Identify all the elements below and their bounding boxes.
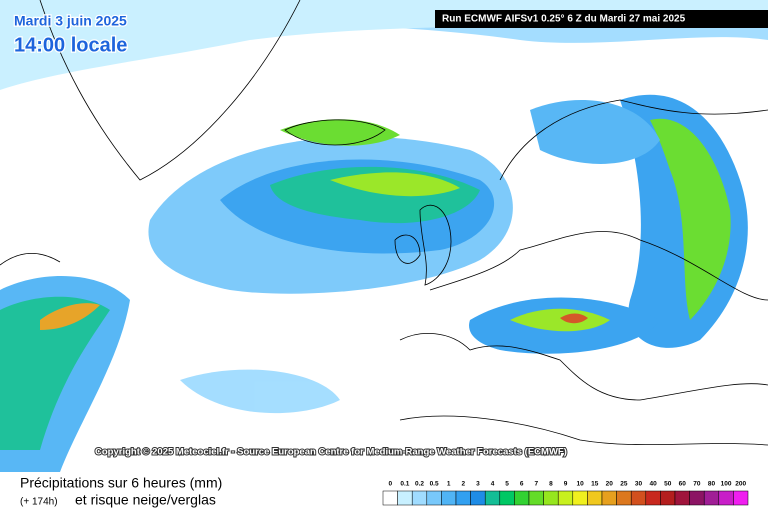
date-label: Mardi 3 juin 2025 (14, 13, 127, 29)
scale-swatch (484, 490, 501, 506)
time-label: 14:00 locale (14, 34, 127, 56)
scale-label: 2 (461, 481, 465, 488)
scale-label: 60 (679, 481, 687, 488)
scale-label: 80 (708, 481, 716, 488)
scale-swatch (557, 490, 574, 506)
scale-swatch (441, 490, 457, 506)
scale-label: 20 (606, 481, 614, 488)
scale-label: 8 (549, 481, 553, 488)
scale-label: 7 (534, 481, 538, 488)
scale-swatch (514, 490, 530, 506)
scale-label: 4 (491, 481, 495, 488)
map (0, 0, 768, 472)
scale-label: 100 (721, 481, 732, 488)
scale-swatch (543, 490, 559, 506)
color-scale: 0 0.1 0.2 0.5 1 2 3 4 5 6 7 8 9 10 15 20 25 30 40 50 60 70 80 1… (382, 481, 749, 506)
scale-label: 5 (505, 481, 509, 488)
scale-swatch (733, 490, 749, 506)
scale-swatch (411, 490, 428, 506)
scale-label: 0.5 (430, 481, 439, 488)
run-banner (435, 10, 768, 28)
scale-swatch (718, 490, 734, 506)
run-label: Run ECMWF AIFSv1 0.25° 6 Z du Mardi 27 m… (442, 14, 686, 25)
scale-swatch (397, 490, 413, 506)
scale-swatch (674, 490, 690, 506)
scale-swatch (382, 490, 398, 506)
scale-label: 200 (735, 481, 746, 488)
scale-swatch (499, 490, 515, 506)
scale-label: 9 (564, 481, 568, 488)
scale-swatch (616, 490, 632, 506)
scale-label: 30 (635, 481, 643, 488)
scale-label: 25 (620, 481, 628, 488)
scale-label: 3 (476, 481, 480, 488)
scale-label: 0.2 (415, 481, 424, 488)
scale-swatch (587, 490, 603, 506)
scale-swatch (470, 490, 486, 506)
copyright: Copyright © 2025 Meteociel.fr - Source E… (95, 447, 567, 458)
scale-label: 0 (388, 481, 392, 488)
scale-label: 70 (693, 481, 701, 488)
scale-swatch (660, 490, 676, 506)
scale-label: 40 (649, 481, 657, 488)
scale-swatch (630, 490, 647, 506)
scale-swatch (601, 490, 617, 506)
legend-lead: (+ 174h) (20, 497, 58, 508)
scale-swatch (426, 490, 442, 506)
scale-swatch (645, 490, 661, 506)
legend-title: Précipitations sur 6 heures (mm) (20, 475, 222, 491)
scale-swatch (703, 490, 720, 506)
scale-label: 6 (520, 481, 524, 488)
scale-label: 50 (664, 481, 672, 488)
scale-swatch (455, 490, 471, 506)
scale-swatch (528, 490, 544, 506)
scale-label: 15 (591, 481, 599, 488)
scale-label: 0.1 (400, 481, 409, 488)
scale-label: 1 (447, 481, 451, 488)
legend-subtitle: et risque neige/verglas (75, 492, 216, 508)
scale-swatch (572, 490, 588, 506)
coastlines (0, 0, 768, 446)
scale-label: 10 (576, 481, 584, 488)
scale-swatch (689, 490, 705, 506)
